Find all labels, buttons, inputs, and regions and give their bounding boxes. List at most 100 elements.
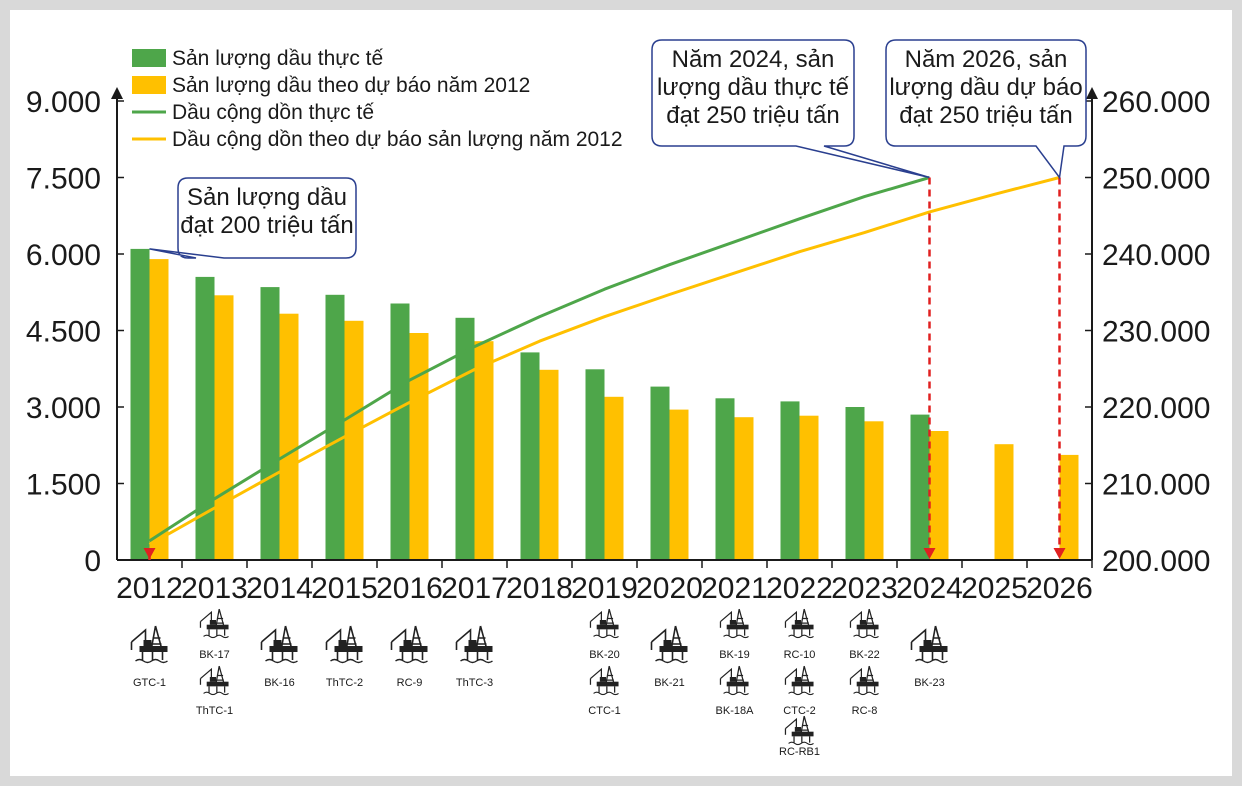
x-tick-label-2019: 2019: [571, 572, 638, 605]
y-right-tick-label: 210.000: [1102, 469, 1210, 502]
chart-frame: 0 1.500 3.000 4.500 6.000 7.500 9.000 200.000 21…: [10, 10, 1232, 776]
marker-arrowhead: [923, 548, 936, 559]
callout-line: lượng dầu thực tế: [657, 74, 850, 101]
x-tick-label-2020: 2020: [636, 572, 703, 605]
rigs: GTC-1 BK-17 ThTC-1 BK-16 ThTC-2 RC-9 ThTC-3 BK-…: [130, 608, 948, 758]
rig-label-ThTC-2: ThTC-2: [326, 677, 363, 689]
y-axis-left-arrow: [111, 87, 123, 99]
oil-production-chart: 0 1.500 3.000 4.500 6.000 7.500 9.000 200.000 21…: [26, 39, 1211, 758]
bar-forecast-2021: [734, 417, 754, 560]
bar-forecast-2016: [409, 333, 429, 560]
bar-actual-2022: [780, 401, 800, 560]
oil-rig-icon: [719, 608, 749, 639]
legend-label-3: Dầu cộng dồn thực tế: [172, 101, 374, 124]
y-right-tick-label: 230.000: [1102, 316, 1210, 349]
bar-actual-2018: [520, 352, 540, 560]
x-tick-label-2016: 2016: [376, 572, 443, 605]
rig-label-RC-9: RC-9: [397, 677, 423, 689]
legend-label-2: Sản lượng dầu theo dự báo năm 2012: [172, 74, 530, 97]
y-left-tick-label: 3.000: [26, 392, 101, 425]
oil-rig-icon: [455, 625, 493, 664]
callout-line: Năm 2024, sản: [672, 46, 835, 73]
oil-rig-icon: [199, 665, 229, 696]
oil-rig-icon: [784, 665, 814, 696]
x-tick-label-2018: 2018: [506, 572, 573, 605]
x-tick-label-2017: 2017: [441, 572, 508, 605]
oil-rig-icon: [910, 625, 948, 664]
x-tick-label-2023: 2023: [831, 572, 898, 605]
oil-rig-icon: [849, 608, 879, 639]
callout-box: [651, 39, 930, 179]
y-left-tick-label: 7.500: [26, 163, 101, 196]
legend-swatch-2: [132, 76, 166, 94]
rig-label-BK-22: BK-22: [849, 649, 880, 661]
oil-rig-icon: [784, 715, 814, 746]
bar-actual-2021: [715, 398, 735, 560]
axes: 0 1.500 3.000 4.500 6.000 7.500 9.000 200.000 21…: [26, 86, 1211, 605]
rig-label-BK-23: BK-23: [914, 677, 945, 689]
bar-forecast-2015: [344, 320, 364, 560]
cumulative-forecast-line: [148, 176, 1060, 547]
y-right-tick-label: 250.000: [1102, 163, 1210, 196]
bar-forecast-2026: [1059, 454, 1079, 560]
y-left-tick-label: 1.500: [26, 469, 101, 502]
y-left-tick-label: 4.500: [26, 316, 101, 349]
x-tick-label-2026: 2026: [1026, 572, 1093, 605]
rig-label-ThTC-3: ThTC-3: [456, 677, 493, 689]
callout-line: đạt 250 triệu tấn: [666, 102, 839, 129]
legend-label-1: Sản lượng dầu thực tế: [172, 47, 384, 70]
oil-rig-icon: [849, 665, 879, 696]
legend: Sản lượng dầu thực tế Sản lượng dầu theo …: [132, 47, 623, 151]
rig-label-GTC-1: GTC-1: [133, 677, 166, 689]
oil-rig-icon: [784, 608, 814, 639]
bar-actual-2013: [195, 276, 215, 560]
x-tick-label-2013: 2013: [181, 572, 248, 605]
callout-line: Sản lượng dầu: [187, 184, 347, 211]
bar-actual-2024: [910, 414, 930, 560]
x-tick-label-2024: 2024: [896, 572, 963, 605]
callout-box: [149, 177, 357, 259]
rig-label-CTC-1: CTC-1: [588, 705, 620, 717]
callout-line: đạt 250 triệu tấn: [899, 102, 1072, 129]
legend-swatch-1: [132, 49, 166, 67]
bar-forecast-2025: [994, 444, 1014, 560]
oil-rig-icon: [325, 625, 363, 664]
oil-rig-icon: [130, 625, 168, 664]
callout-box: [885, 39, 1087, 180]
bar-actual-2020: [650, 386, 670, 560]
rig-label-BK-16: BK-16: [264, 677, 295, 689]
x-tick-label-2021: 2021: [701, 572, 768, 605]
bar-forecast-2014: [279, 313, 299, 560]
callout-line: lượng dầu dự báo: [889, 74, 1082, 101]
bar-forecast-2019: [604, 396, 624, 560]
rig-label-BK-18A: BK-18A: [716, 705, 755, 717]
legend-label-4: Dầu cộng dồn theo dự báo sản lượng năm 2…: [172, 128, 623, 151]
bar-actual-2019: [585, 369, 605, 560]
x-tick-label-2014: 2014: [246, 572, 313, 605]
y-axis-right-arrow: [1086, 87, 1098, 99]
bar-forecast-2018: [539, 369, 559, 560]
x-tick-label-2025: 2025: [961, 572, 1028, 605]
rig-label-RC-10: RC-10: [784, 649, 816, 661]
oil-rig-icon: [260, 625, 298, 664]
rig-label-CTC-2: CTC-2: [783, 705, 815, 717]
y-left-tick-label: 6.000: [26, 239, 101, 272]
bar-actual-2023: [845, 407, 865, 560]
bar-forecast-2020: [669, 409, 689, 560]
marker-arrowhead: [143, 548, 156, 559]
y-right-tick-label: 200.000: [1102, 545, 1210, 578]
marker-2026: [1053, 177, 1066, 559]
oil-rig-icon: [390, 625, 428, 664]
bar-actual-2014: [260, 287, 280, 560]
y-right-tick-label: 240.000: [1102, 239, 1210, 272]
bar-forecast-2013: [214, 295, 234, 560]
oil-rig-icon: [719, 665, 749, 696]
oil-rig-icon: [199, 608, 229, 639]
rig-label-RC-RB1: RC-RB1: [779, 746, 820, 758]
bar-actual-2012: [130, 248, 150, 560]
oil-rig-icon: [589, 608, 619, 639]
bar-forecast-2024: [929, 431, 949, 560]
y-left-tick-label: 0: [84, 545, 101, 578]
